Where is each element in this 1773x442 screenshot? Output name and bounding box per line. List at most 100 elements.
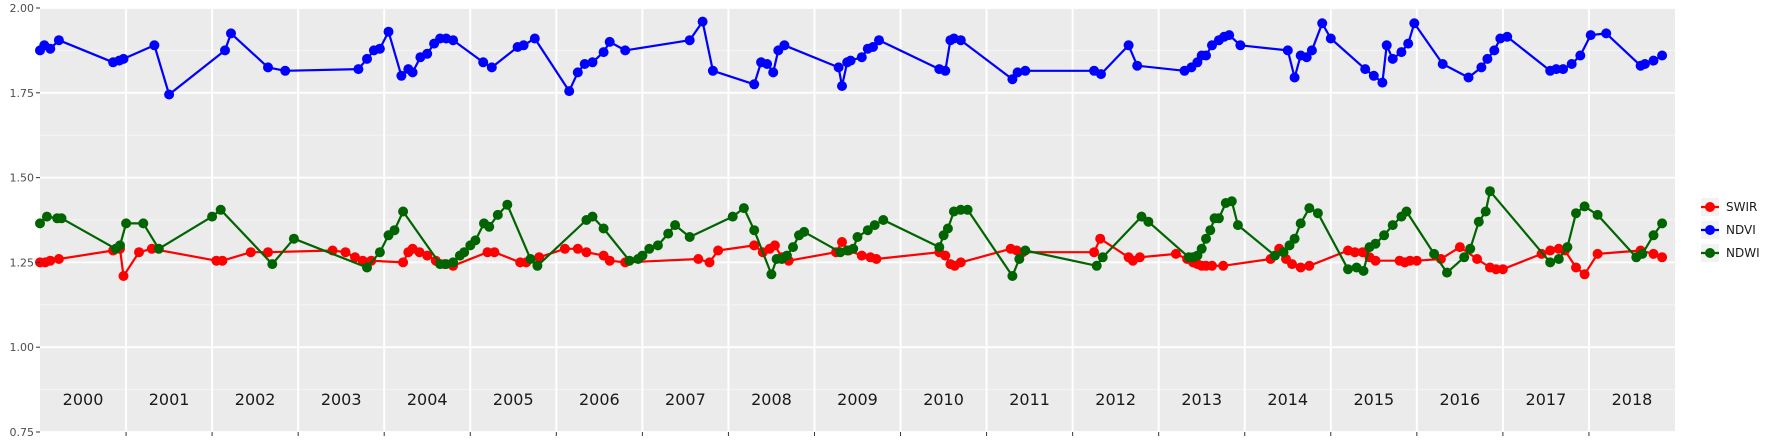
data-point-ndvi [1575, 50, 1586, 61]
data-point-ndwi [878, 215, 889, 225]
data-point-ndvi [1289, 72, 1300, 83]
data-point-swir [871, 254, 882, 264]
data-point-ndwi [942, 223, 953, 234]
data-point-ndvi [263, 62, 273, 73]
data-point-swir [45, 255, 56, 266]
data-point-ndvi [598, 47, 609, 58]
y-tick-label: 1.50 [10, 172, 35, 185]
data-point-ndvi [383, 26, 394, 37]
data-point-swir [350, 252, 360, 263]
data-point-swir [245, 247, 256, 258]
data-point-ndvi [874, 35, 884, 46]
data-point-swir [1287, 259, 1298, 270]
data-point-swir [572, 243, 583, 254]
data-point-ndwi [374, 247, 385, 258]
data-point-swir [1571, 262, 1581, 273]
data-point-swir [489, 247, 500, 258]
data-point-ndwi [1480, 206, 1491, 217]
data-point-ndwi [492, 209, 503, 220]
data-point-ndwi [587, 211, 598, 222]
data-point-ndwi [138, 218, 149, 229]
data-point-ndwi [862, 225, 873, 236]
legend-key-marker [1705, 248, 1715, 258]
data-point-ndwi [1358, 265, 1369, 276]
data-point-swir [217, 255, 228, 266]
data-point-ndvi [1325, 33, 1336, 44]
data-point-ndvi [1012, 67, 1023, 78]
data-point-ndvi [579, 59, 590, 69]
data-point-ndvi [529, 33, 540, 44]
data-point-ndvi [1463, 72, 1474, 83]
year-label: 2004 [407, 390, 448, 409]
data-point-ndwi [1289, 233, 1300, 244]
data-point-ndwi [288, 233, 299, 244]
data-point-ndwi [502, 199, 513, 210]
data-point-ndvi [1306, 45, 1317, 56]
year-labels: 2000 2001 2002 2003 2004 2005 2006 2007 2008 2009… [63, 390, 1653, 409]
data-point-ndwi [1091, 260, 1102, 271]
data-point-ndvi [684, 35, 695, 46]
data-point-ndvi [1387, 53, 1398, 64]
series-ndwi [35, 186, 1668, 281]
data-point-ndwi [1562, 242, 1573, 253]
data-point-swir [559, 243, 570, 254]
data-point-ndwi [652, 240, 663, 251]
data-point-ndvi [564, 86, 575, 97]
year-label: 2008 [751, 390, 792, 409]
data-point-swir [1657, 252, 1668, 263]
data-point-ndvi [448, 35, 459, 46]
data-point-ndvi [45, 43, 56, 54]
data-point-ndvi [1201, 50, 1211, 61]
data-point-swir [1089, 247, 1100, 258]
data-point-ndwi [1473, 216, 1484, 227]
data-point-ndvi [518, 40, 529, 51]
data-point-ndvi [620, 45, 631, 56]
data-point-ndwi [41, 211, 52, 222]
data-point-ndvi [362, 53, 372, 64]
data-point-ndwi [1304, 203, 1315, 214]
data-point-ndwi [1553, 254, 1564, 264]
data-point-swir [340, 247, 351, 258]
data-point-ndvi [1224, 30, 1235, 41]
data-point-ndvi [1489, 45, 1500, 56]
data-point-swir [414, 247, 425, 258]
data-point-ndvi [604, 36, 615, 47]
data-point-ndwi [848, 243, 859, 254]
data-point-ndwi [663, 228, 674, 239]
data-point-swir [1134, 252, 1145, 263]
data-point-swir [146, 243, 157, 254]
data-point-ndvi [478, 57, 489, 68]
data-point-ndwi [934, 242, 945, 253]
axes: 0.75 1.00 1.25 1.50 1.75 2.00 [10, 2, 1590, 439]
data-point-ndvi [220, 45, 230, 56]
data-point-ndvi [1639, 59, 1650, 69]
data-point-ndwi [459, 247, 470, 258]
data-point-ndwi [470, 235, 481, 246]
data-point-ndwi [1401, 206, 1412, 217]
data-point-ndwi [1232, 220, 1243, 231]
data-point-ndwi [1485, 186, 1495, 197]
data-point-ndvi [226, 28, 236, 39]
data-point-ndvi [1132, 60, 1143, 71]
data-point-swir [1170, 248, 1181, 259]
data-point-swir [1579, 269, 1590, 280]
data-point-ndwi [788, 242, 798, 253]
year-label: 2007 [665, 390, 706, 409]
data-point-ndvi [768, 67, 779, 78]
data-point-ndvi [1235, 40, 1246, 51]
data-point-ndwi [1343, 264, 1353, 275]
series-layer [35, 16, 1668, 281]
year-label: 2010 [923, 390, 964, 409]
y-tick-label: 1.25 [10, 256, 35, 269]
y-tick-label: 1.00 [10, 341, 35, 354]
data-point-ndvi [118, 53, 129, 64]
data-point-swir [482, 247, 493, 258]
data-point-ndwi [1201, 233, 1211, 244]
data-point-ndvi [53, 35, 64, 46]
data-point-swir [53, 254, 64, 264]
data-point-swir [749, 240, 760, 251]
series-ndvi [35, 16, 1668, 100]
year-label: 2009 [837, 390, 878, 409]
data-point-swir [1592, 248, 1603, 259]
